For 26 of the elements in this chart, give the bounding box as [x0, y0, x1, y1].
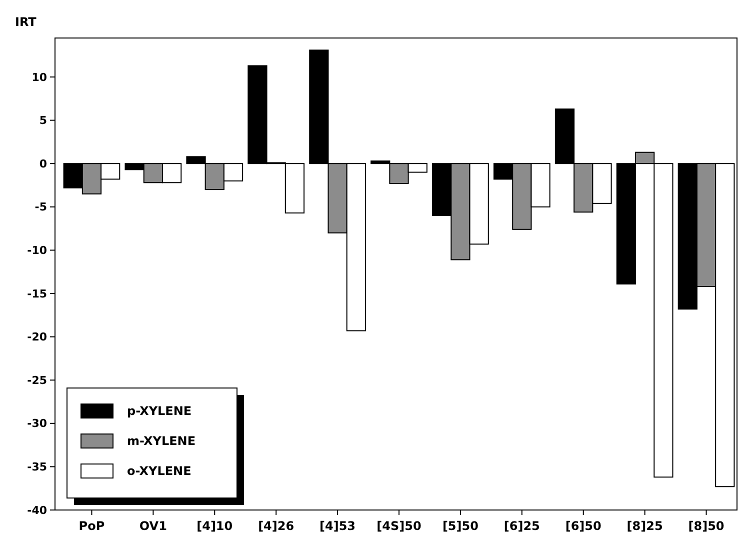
y-tick-label: -25: [27, 374, 47, 387]
x-tick-label: [6]50: [565, 519, 602, 533]
y-tick-label: -5: [34, 200, 47, 214]
legend-label: p-XYLENE: [127, 404, 192, 418]
x-tick-label: [4]26: [258, 519, 294, 533]
y-axis-title: IRT: [15, 15, 38, 29]
legend-label: m-XYLENE: [127, 434, 196, 448]
y-tick-label: 0: [39, 157, 48, 170]
y-tick-label: -35: [27, 460, 47, 474]
x-tick-label: [4S]50: [376, 519, 422, 533]
x-tick-label: [4]10: [196, 519, 233, 533]
x-tick-label: [4]53: [320, 519, 356, 533]
legend-label: o-XYLENE: [127, 464, 192, 478]
x-tick-label: [8]50: [688, 519, 724, 533]
x-tick-label: [8]25: [626, 519, 663, 533]
y-tick-label: -30: [27, 417, 48, 430]
x-tick-label: [5]50: [442, 519, 478, 533]
y-tick-label: -20: [27, 330, 48, 344]
y-tick-label: 10: [32, 70, 48, 84]
y-tick-label: -15: [27, 287, 47, 300]
y-tick-label: -40: [27, 504, 48, 517]
x-tick-label: PoP: [78, 519, 105, 533]
x-tick-label: [6]25: [504, 519, 540, 533]
x-tick-label: OV1: [139, 519, 167, 533]
y-tick-label: 5: [39, 114, 47, 128]
y-tick-label: -10: [27, 244, 48, 258]
